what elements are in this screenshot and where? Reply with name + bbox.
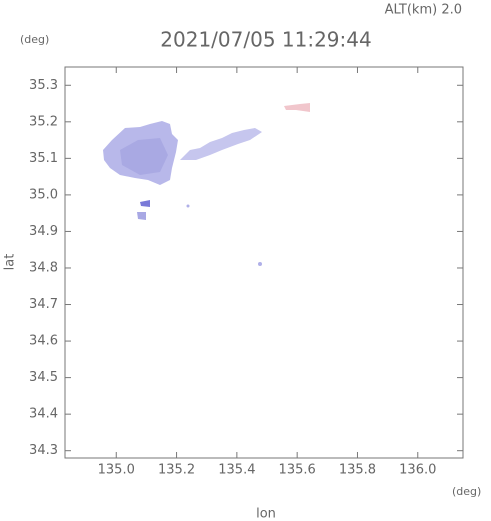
x-tick-label: 135.4 bbox=[218, 463, 255, 478]
x-axis-label: lon bbox=[256, 507, 276, 521]
y-tick-label: 34.6 bbox=[29, 334, 58, 349]
y-tick-label: 34.8 bbox=[29, 260, 58, 275]
x-tick-label: 135.0 bbox=[98, 463, 135, 478]
radar-echoes bbox=[103, 103, 310, 266]
y-tick-label: 35.3 bbox=[29, 78, 58, 93]
echo bbox=[140, 200, 150, 207]
y-tick-label: 34.9 bbox=[29, 224, 58, 239]
y-tick-label: 34.4 bbox=[29, 407, 58, 422]
echo bbox=[180, 128, 262, 160]
y-tick-label: 35.0 bbox=[29, 187, 58, 202]
y-tick-label: 34.7 bbox=[29, 297, 58, 312]
x-tick-label: 136.0 bbox=[399, 463, 436, 478]
y-tick-label: 35.2 bbox=[29, 114, 58, 129]
y-unit: (deg) bbox=[20, 33, 49, 46]
y-tick-label: 34.3 bbox=[29, 443, 58, 458]
echo bbox=[137, 212, 146, 220]
x-unit: (deg) bbox=[452, 485, 481, 498]
chart-title: 2021/07/05 11:29:44 bbox=[160, 28, 371, 52]
echo bbox=[258, 262, 262, 266]
echo bbox=[120, 138, 168, 175]
echo bbox=[186, 204, 190, 208]
plot-frame bbox=[64, 66, 464, 459]
y-axis-label: lat bbox=[3, 254, 18, 271]
y-tick-label: 34.5 bbox=[29, 370, 58, 385]
x-tick-label: 135.8 bbox=[339, 463, 376, 478]
echo bbox=[284, 103, 310, 112]
altitude-label: ALT(km) 2.0 bbox=[385, 3, 462, 18]
y-tick-label: 35.1 bbox=[29, 151, 58, 166]
x-tick-label: 135.6 bbox=[279, 463, 316, 478]
x-tick-label: 135.2 bbox=[158, 463, 195, 478]
